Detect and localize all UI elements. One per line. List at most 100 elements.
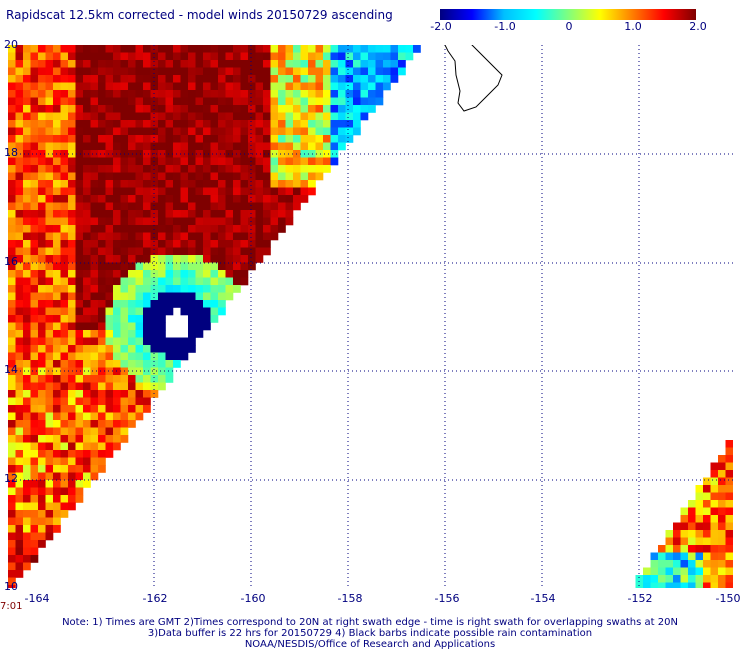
- wind-pixel: [173, 142, 181, 151]
- wind-pixel: [308, 127, 316, 136]
- wind-pixel: [150, 315, 159, 323]
- wind-pixel: [113, 270, 121, 278]
- lon-label: -164: [24, 592, 50, 605]
- wind-pixel: [195, 255, 204, 263]
- wind-pixel: [150, 105, 159, 113]
- wind-pixel: [90, 427, 99, 436]
- wind-pixel: [75, 412, 84, 421]
- wind-pixel: [83, 315, 91, 323]
- wind-pixel: [240, 105, 249, 113]
- wind-pixel: [8, 480, 16, 488]
- wind-pixel: [135, 187, 144, 196]
- wind-pixel: [75, 457, 84, 466]
- wind-pixel: [98, 142, 106, 151]
- wind-pixel: [195, 187, 204, 196]
- wind-pixel: [38, 532, 46, 541]
- wind-pixel: [285, 172, 294, 181]
- wind-pixel: [30, 405, 39, 413]
- wind-pixel: [128, 120, 136, 128]
- wind-pixel: [8, 150, 16, 158]
- wind-pixel: [53, 217, 61, 226]
- wind-pixel: [203, 97, 211, 106]
- wind-pixel: [15, 525, 24, 533]
- wind-pixel: [150, 345, 159, 353]
- wind-pixel: [703, 522, 711, 531]
- wind-pixel: [113, 112, 121, 121]
- wind-pixel: [135, 225, 144, 233]
- wind-pixel: [225, 285, 234, 293]
- wind-pixel: [30, 555, 39, 563]
- wind-pixel: [285, 120, 294, 128]
- wind-pixel: [330, 97, 339, 106]
- wind-pixel: [263, 120, 271, 128]
- wind-pixel: [120, 82, 129, 91]
- wind-pixel: [30, 540, 39, 548]
- wind-pixel: [60, 187, 69, 196]
- wind-pixel: [263, 135, 271, 143]
- wind-pixel: [255, 180, 264, 188]
- wind-pixel: [90, 270, 99, 278]
- wind-pixel: [195, 262, 204, 271]
- wind-pixel: [90, 397, 99, 406]
- wind-pixel: [60, 82, 69, 91]
- wind-pixel: [60, 217, 69, 226]
- wind-pixel: [150, 382, 159, 391]
- wind-pixel: [135, 345, 144, 353]
- wind-pixel: [30, 277, 39, 286]
- wind-pixel: [158, 112, 166, 121]
- wind-pixel: [83, 135, 91, 143]
- wind-pixel: [195, 120, 204, 128]
- wind-pixel: [203, 322, 211, 331]
- wind-pixel: [165, 142, 174, 151]
- wind-pixel: [8, 577, 16, 586]
- wind-pixel: [75, 142, 84, 151]
- wind-pixel: [165, 180, 174, 188]
- wind-pixel: [53, 412, 61, 421]
- wind-pixel: [210, 247, 219, 256]
- wind-pixel: [143, 142, 151, 151]
- wind-pixel: [68, 172, 76, 181]
- wind-pixel: [105, 210, 114, 218]
- wind-pixel: [60, 210, 69, 218]
- wind-pixel: [240, 112, 249, 121]
- wind-pixel: [45, 45, 54, 53]
- wind-pixel: [188, 105, 196, 113]
- wind-pixel: [158, 375, 166, 383]
- wind-pixel: [300, 120, 309, 128]
- wind-pixel: [718, 485, 726, 493]
- wind-pixel: [30, 472, 39, 481]
- wind-pixel: [195, 165, 204, 173]
- wind-pixel: [188, 225, 196, 233]
- wind-pixel: [263, 82, 271, 91]
- wind-pixel: [45, 112, 54, 121]
- wind-pixel: [158, 240, 166, 248]
- wind-pixel: [8, 382, 16, 391]
- wind-pixel: [195, 67, 204, 76]
- wind-pixel: [75, 150, 84, 158]
- wind-pixel: [203, 142, 211, 151]
- wind-pixel: [135, 127, 144, 136]
- wind-pixel: [113, 292, 121, 301]
- wind-pixel: [300, 45, 309, 53]
- wind-pixel: [195, 157, 204, 166]
- wind-pixel: [300, 52, 309, 61]
- wind-pixel: [218, 45, 226, 53]
- wind-pixel: [75, 217, 84, 226]
- wind-pixel: [665, 552, 674, 561]
- wind-pixel: [75, 255, 84, 263]
- wind-pixel: [233, 187, 241, 196]
- wind-pixel: [38, 330, 46, 338]
- wind-pixel: [90, 292, 99, 301]
- wind-pixel: [15, 487, 24, 496]
- wind-pixel: [225, 52, 234, 61]
- wind-pixel: [225, 75, 234, 83]
- wind-pixel: [210, 165, 219, 173]
- wind-pixel: [8, 165, 16, 173]
- wind-pixel: [60, 435, 69, 443]
- wind-pixel: [180, 82, 189, 91]
- wind-pixel: [53, 465, 61, 473]
- wind-pixel: [368, 60, 376, 68]
- wind-pixel: [233, 180, 241, 188]
- wind-pixel: [203, 225, 211, 233]
- wind-pixel: [60, 75, 69, 83]
